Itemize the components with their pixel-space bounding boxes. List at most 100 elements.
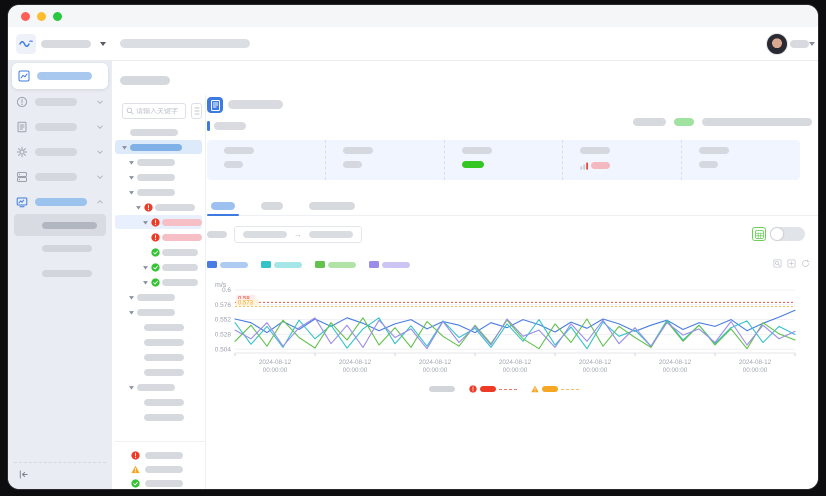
stat-value xyxy=(699,161,800,168)
legend-swatch xyxy=(207,261,217,268)
tree-legend-item xyxy=(115,462,205,476)
caret-down-icon[interactable] xyxy=(128,384,135,391)
workspace-dropdown-caret[interactable] xyxy=(100,42,106,46)
meta-info xyxy=(702,118,812,126)
tree-node-label xyxy=(144,338,184,346)
chevron-down-icon[interactable] xyxy=(96,98,104,106)
tree-node[interactable] xyxy=(115,140,202,154)
chevron-down-icon[interactable] xyxy=(96,123,104,131)
tree-node[interactable] xyxy=(115,305,205,319)
restore-icon[interactable] xyxy=(787,259,796,268)
tree-search-input[interactable] xyxy=(136,107,182,115)
date-range-picker[interactable]: → xyxy=(234,226,362,243)
chevron-up-icon[interactable] xyxy=(96,198,104,206)
tree-node[interactable] xyxy=(115,260,205,274)
series-line-2 xyxy=(234,317,796,350)
chevron-down-icon[interactable] xyxy=(96,148,104,156)
tab-2[interactable] xyxy=(257,196,287,215)
export-excel-button[interactable] xyxy=(752,227,766,241)
threshold-label-bg xyxy=(236,299,259,307)
start-date-value[interactable] xyxy=(243,231,287,238)
device-title xyxy=(228,100,283,109)
zoom-button[interactable] xyxy=(53,11,62,21)
caret-down-icon[interactable] xyxy=(128,189,135,196)
tree-node[interactable] xyxy=(115,320,205,334)
compare-toggle[interactable] xyxy=(770,227,805,241)
tree-node[interactable] xyxy=(115,155,205,169)
caret-down-icon[interactable] xyxy=(128,159,135,166)
tree-node[interactable] xyxy=(115,245,205,259)
tree-filter-button[interactable] xyxy=(191,103,202,119)
toggle-knob[interactable] xyxy=(771,228,783,240)
tab-3[interactable] xyxy=(305,196,359,215)
sidebar-subitem[interactable] xyxy=(14,214,106,236)
username-label xyxy=(790,40,809,48)
tree-node[interactable] xyxy=(115,380,205,394)
legend-item-series-1[interactable] xyxy=(207,261,248,268)
tree-node[interactable] xyxy=(115,350,205,364)
caret-down-icon[interactable] xyxy=(142,264,149,271)
legend-item-series-4[interactable] xyxy=(369,261,410,268)
legend-swatch xyxy=(369,261,379,268)
threshold-legend-item[interactable] xyxy=(429,386,455,392)
monitor-chart-icon xyxy=(16,196,28,208)
tab-1[interactable] xyxy=(207,196,239,216)
series-line-1 xyxy=(234,309,796,334)
caret-down-icon[interactable] xyxy=(128,309,135,316)
sidebar-item[interactable] xyxy=(12,63,108,89)
threshold-legend-item[interactable] xyxy=(469,385,517,393)
tree-node[interactable] xyxy=(115,170,205,184)
stat-value-bar xyxy=(461,161,484,168)
tree-node[interactable] xyxy=(115,365,205,379)
range-arrow-icon: → xyxy=(294,229,302,239)
legend-item-series-3[interactable] xyxy=(315,261,356,268)
stat-value xyxy=(224,161,325,168)
tree-node[interactable] xyxy=(115,230,205,244)
document-icon xyxy=(16,121,28,133)
tree-node-label xyxy=(137,293,175,301)
tree-node[interactable] xyxy=(115,215,202,229)
x-axis-label: 2024-08-12 00:00:00 xyxy=(259,359,292,374)
caret-down-icon[interactable] xyxy=(121,144,128,151)
refresh-icon[interactable] xyxy=(801,259,810,268)
tree-node[interactable] xyxy=(115,200,205,214)
tree-node[interactable] xyxy=(115,395,205,409)
chevron-down-icon[interactable] xyxy=(96,173,104,181)
tree-node[interactable] xyxy=(115,185,205,199)
sidebar-collapse-icon[interactable] xyxy=(18,469,29,480)
sidebar-item[interactable] xyxy=(8,139,112,164)
tree-node[interactable] xyxy=(115,290,205,304)
zoom-box-icon[interactable] xyxy=(773,259,782,268)
legend-item-series-2[interactable] xyxy=(261,261,302,268)
close-button[interactable] xyxy=(21,11,30,21)
tree-node[interactable] xyxy=(115,125,205,139)
tree-node[interactable] xyxy=(115,335,205,349)
caret-down-icon[interactable] xyxy=(142,219,149,226)
tree-node-label xyxy=(162,278,198,286)
stat-label xyxy=(342,147,373,154)
tree-node[interactable] xyxy=(115,410,205,424)
sidebar-item-label xyxy=(37,72,92,80)
global-search-input[interactable] xyxy=(120,39,250,48)
user-menu-caret[interactable] xyxy=(809,42,815,46)
tree-node[interactable] xyxy=(115,275,205,289)
caret-down-icon[interactable] xyxy=(142,279,149,286)
end-date-value[interactable] xyxy=(309,231,353,238)
caret-down-icon[interactable] xyxy=(128,294,135,301)
sidebar-item[interactable] xyxy=(8,114,112,139)
sidebar-item[interactable] xyxy=(8,164,112,189)
sidebar-subitem[interactable] xyxy=(8,236,112,261)
caret-down-icon[interactable] xyxy=(128,174,135,181)
threshold-legend-item[interactable] xyxy=(531,385,579,393)
sidebar-item[interactable] xyxy=(8,189,112,214)
ok-badge-icon xyxy=(151,277,160,287)
caret-down-icon[interactable] xyxy=(135,204,142,211)
minimize-button[interactable] xyxy=(37,11,46,21)
chart-toolbox xyxy=(773,259,810,268)
section-title xyxy=(214,122,246,130)
sidebar-item[interactable] xyxy=(8,89,112,114)
mini-bar-chart-icon xyxy=(580,161,589,170)
ok-badge-icon xyxy=(151,262,160,272)
sidebar-subitem[interactable] xyxy=(8,261,112,286)
user-avatar[interactable] xyxy=(766,33,788,55)
